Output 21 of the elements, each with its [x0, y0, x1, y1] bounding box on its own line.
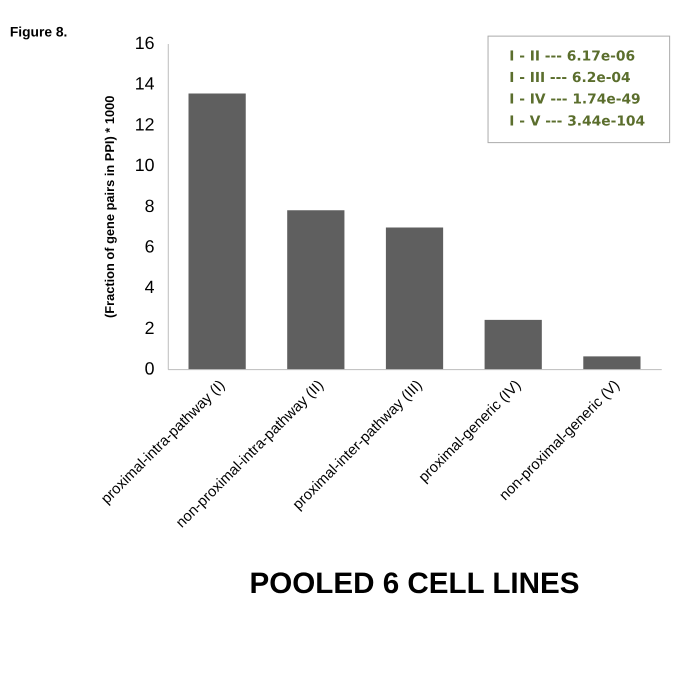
y-tick-label: 8	[144, 196, 155, 216]
annotation: I - IV --- 1.74e-49	[509, 92, 641, 108]
annotation: I - V --- 3.44e-104	[509, 113, 646, 130]
bar	[484, 320, 542, 370]
y-tick-label: 2	[144, 318, 154, 338]
y-axis-title: (Fraction of gene pairs in PPI) * 1000	[102, 96, 117, 318]
y-tick-label: 6	[144, 236, 155, 256]
bar	[386, 228, 444, 370]
y-tick-label: 14	[134, 74, 155, 94]
caption: Figure 8.	[10, 24, 68, 40]
y-tick-label: 4	[144, 277, 155, 298]
bar	[188, 94, 246, 370]
y-tick-label: 16	[134, 32, 155, 53]
y-tick-label: 10	[134, 155, 155, 176]
y-tick-label: 12	[134, 114, 154, 134]
annotation: I - III --- 6.2e-04	[509, 70, 631, 86]
bar	[287, 210, 344, 370]
annotation: I - II --- 6.17e-06	[509, 48, 636, 64]
y-tick-label: 0	[144, 358, 155, 379]
bar	[583, 356, 641, 370]
text: POOLED 6 CELL LINES	[250, 567, 580, 600]
